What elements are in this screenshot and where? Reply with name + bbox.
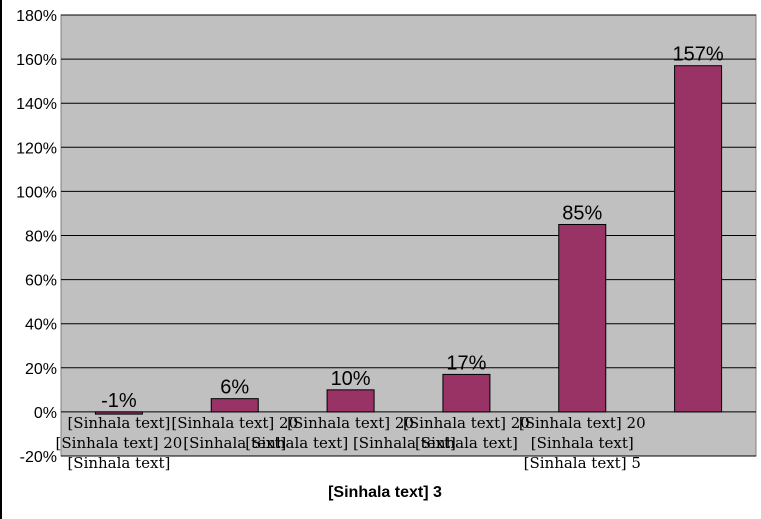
y-tick-label: 20% [25,361,57,378]
y-tick-label: 140% [16,96,57,113]
y-tick-label: 80% [25,229,57,246]
bar [326,389,375,413]
category-label: [Sinhala text] 20 [56,434,183,452]
data-labels: -1% 6% 10% 17% 85% 157% [101,44,724,412]
x-axis-title: [Sinhala text] 3 [328,484,442,501]
y-tick-label: -20% [20,449,57,466]
y-tick-label: 180% [16,8,57,25]
category-label: [Sinhala text] [Sinhala text] [245,434,456,452]
bar [210,398,259,413]
category-label: [Sinhala text] [67,454,170,472]
category-label: [Sinhala text] [67,414,170,432]
category-label: [Sinhala text] 20 [171,414,298,432]
category-labels: [Sinhala text][Sinhala text] 20[Sinhala … [56,414,646,472]
category-label: [Sinhala text] 20 [287,414,414,432]
data-label: 17% [446,352,486,374]
y-tick-label: 0% [34,405,57,422]
y-tick-label: 120% [16,140,57,157]
bar [674,65,723,413]
category-label: [Sinhala text] 20 [403,414,530,432]
bar [94,411,143,415]
data-label: -1% [101,390,137,412]
category-label: [Sinhala text] [183,434,286,452]
bars [94,65,723,415]
data-label: 157% [673,44,724,66]
y-axis-tick-labels: -20% 0% 20% 40% 60% 80% 100% 120% 140% 160% 180% [16,8,57,466]
data-label: 10% [331,368,371,390]
gridlines [61,14,756,457]
frame-left-border [0,0,2,519]
data-label: 6% [220,377,249,399]
category-label: [Sinhala text] 20 [519,414,646,432]
y-tick-label: 40% [25,317,57,334]
y-tick-label: 160% [16,52,57,69]
bar [558,223,607,413]
y-tick-label: 100% [16,184,57,201]
bar [442,373,491,413]
category-label: [Sinhala text] 5 [524,454,641,472]
category-label: [Sinhala text] [415,434,518,452]
y-tick-label: 60% [25,273,57,290]
data-label: 85% [562,202,602,224]
category-label: [Sinhala text] [531,434,634,452]
